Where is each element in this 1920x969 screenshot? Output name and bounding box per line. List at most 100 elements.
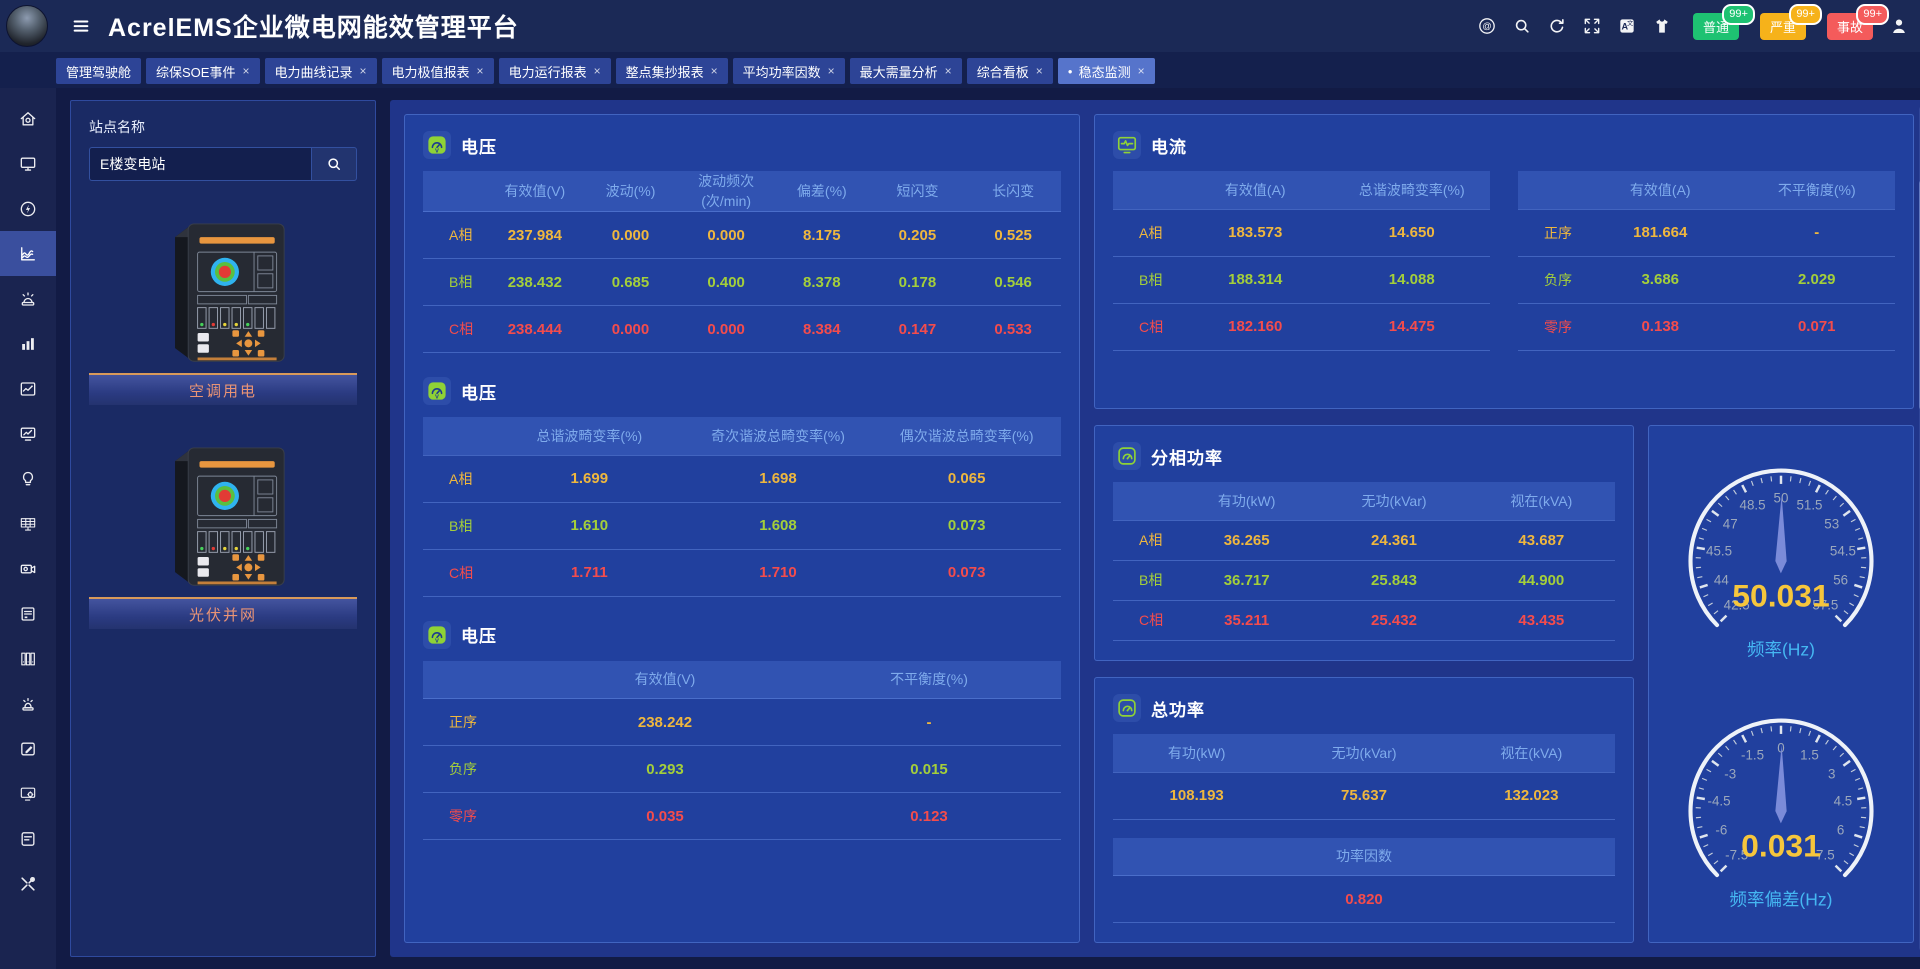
- row-label: B相: [449, 274, 473, 290]
- tab-close-icon[interactable]: ×: [944, 64, 952, 78]
- tab-close-icon[interactable]: ×: [827, 64, 835, 78]
- svg-text:-7.5: -7.5: [1725, 848, 1748, 863]
- tab-close-icon[interactable]: ×: [1137, 64, 1145, 78]
- theme-icon[interactable]: [1652, 16, 1672, 36]
- tab-item-7[interactable]: 最大需量分析 ×: [849, 58, 962, 84]
- row-label: B相: [1139, 572, 1163, 588]
- column-header: 有效值(A): [1177, 171, 1334, 209]
- tab-item-8[interactable]: 综合看板 ×: [966, 58, 1053, 84]
- fullscreen-icon[interactable]: [1582, 16, 1602, 36]
- svg-text:0.031: 0.031: [1741, 827, 1821, 863]
- cell-value: 0.533: [994, 320, 1032, 338]
- cell-value: 0.073: [947, 517, 986, 534]
- tab-item-5[interactable]: 整点集抄报表 ×: [615, 58, 728, 84]
- cell-value: 2.029: [1797, 271, 1836, 288]
- tab-label: 管理驾驶舱: [66, 64, 132, 80]
- content: 站点名称 空调用电: [0, 88, 1920, 969]
- tab-close-icon[interactable]: ×: [359, 64, 367, 78]
- search-icon[interactable]: [1512, 16, 1532, 36]
- cell-value: 1.699: [570, 470, 609, 487]
- sidebar-item-tools[interactable]: [0, 861, 56, 906]
- sidebar-item-monitor[interactable]: [0, 141, 56, 186]
- tab-close-icon[interactable]: ×: [1035, 64, 1043, 78]
- tab-item-9[interactable]: ● 稳态监测 ×: [1057, 58, 1155, 84]
- device-item-0[interactable]: 空调用电: [89, 207, 357, 405]
- cell-value: 75.637: [1341, 787, 1387, 804]
- tab-item-0[interactable]: 管理驾驶舱: [56, 58, 142, 84]
- svg-text:V: V: [435, 394, 439, 400]
- sidebar-item-monitor-gear[interactable]: [0, 771, 56, 816]
- svg-text:3: 3: [1828, 766, 1835, 781]
- station-search-button[interactable]: [311, 147, 357, 181]
- sidebar-item-card-reader[interactable]: [0, 591, 56, 636]
- tab-item-1[interactable]: 综保SOE事件 ×: [146, 58, 260, 84]
- section-title: 电流: [1151, 137, 1187, 157]
- tab-close-icon[interactable]: ×: [242, 64, 250, 78]
- table-row: C相 238.444 0.000 0.000 8.384 0.147 0.533: [423, 306, 1061, 353]
- sidebar-item-archive[interactable]: [0, 636, 56, 681]
- table-row: 零序 0.138 0.071: [1518, 303, 1895, 350]
- tab-close-icon[interactable]: ×: [710, 64, 718, 78]
- table-row: A相 237.984 0.000 0.000 8.175 0.205 0.525: [423, 212, 1061, 259]
- user-icon[interactable]: [1888, 15, 1910, 37]
- svg-text:44: 44: [1714, 573, 1729, 588]
- cell-value: 0.065: [947, 470, 986, 487]
- sidebar-item-siren[interactable]: [0, 276, 56, 321]
- menu-toggle-icon[interactable]: [70, 15, 92, 37]
- tab-close-icon[interactable]: ×: [476, 64, 484, 78]
- cell-value: 237.984: [507, 226, 562, 244]
- svg-text:A: A: [1621, 21, 1628, 31]
- tab-label: 综合看板: [976, 64, 1029, 80]
- alarm-badge-2[interactable]: 事故 99+: [1826, 3, 1889, 40]
- cell-value: 1.710: [759, 564, 797, 581]
- tab-label: 电力极值报表: [391, 64, 470, 80]
- sidebar-item-document[interactable]: [0, 816, 56, 861]
- svg-text:50.031: 50.031: [1732, 577, 1829, 613]
- device-item-1[interactable]: 光伏并网: [89, 431, 357, 629]
- refresh-icon[interactable]: [1547, 16, 1567, 36]
- tab-item-2[interactable]: 电力曲线记录 ×: [264, 58, 377, 84]
- table-row: 正序 181.664 -: [1518, 209, 1895, 256]
- column-header: [423, 417, 495, 455]
- sidebar-item-alarm-lamp[interactable]: [0, 681, 56, 726]
- cell-value: 14.650: [1388, 224, 1435, 241]
- row-label: C相: [449, 321, 474, 337]
- sidebar-item-edit[interactable]: [0, 726, 56, 771]
- tab-close-icon[interactable]: ×: [593, 64, 601, 78]
- cell-value: 238.444: [507, 320, 562, 338]
- row-label: A相: [449, 227, 473, 243]
- side-nav: [0, 88, 56, 969]
- header-actions: @ A 文 普通 99+ 严重 99+ 事故 99+: [1477, 3, 1920, 40]
- svg-text:-1.5: -1.5: [1741, 747, 1764, 762]
- avatar[interactable]: [6, 5, 48, 47]
- tab-item-6[interactable]: 平均功率因数 ×: [732, 58, 845, 84]
- cell-value: 0.685: [611, 273, 650, 291]
- sidebar-item-home[interactable]: [0, 96, 56, 141]
- tab-item-4[interactable]: 电力运行报表 ×: [498, 58, 611, 84]
- sidebar-item-bulb[interactable]: [0, 456, 56, 501]
- sidebar-item-line-chart[interactable]: [0, 366, 56, 411]
- cell-value: 108.193: [1169, 787, 1224, 804]
- total-power-table: 有功(kW) 无功(kVar) 视在(kVA) 108.193 75.637 132.02…: [1113, 734, 1615, 820]
- tab-label: 最大需量分析: [859, 64, 938, 80]
- station-search-input[interactable]: [89, 147, 311, 181]
- sidebar-item-camera[interactable]: [0, 546, 56, 591]
- sidebar-item-trend-chart[interactable]: [0, 231, 56, 276]
- cell-value: 182.160: [1228, 318, 1283, 335]
- sidebar-item-monitor-trend[interactable]: [0, 411, 56, 456]
- cell-value: 1.610: [570, 517, 609, 534]
- sidebar-item-solar-panel[interactable]: [0, 501, 56, 546]
- sidebar-item-bar-chart[interactable]: [0, 321, 56, 366]
- cell-value: -: [926, 713, 932, 731]
- sidebar-item-energy[interactable]: [0, 186, 56, 231]
- cell-value: 0.073: [947, 564, 986, 581]
- svg-text:45.5: 45.5: [1706, 543, 1732, 558]
- alarm-badge-1[interactable]: 严重 99+: [1759, 3, 1822, 40]
- cell-value: 0.293: [646, 760, 684, 778]
- at-circle-icon[interactable]: @: [1477, 16, 1497, 36]
- frequency-gauges-panel: 42.5 44 45.5 47 48.5 50 51.5 53 54.5 56 57.5 50.031…: [1648, 425, 1914, 943]
- tab-item-3[interactable]: 电力极值报表 ×: [381, 58, 494, 84]
- alarm-badge-0[interactable]: 普通 99+: [1692, 3, 1755, 40]
- table-row: C相 182.160 14.475: [1113, 303, 1490, 350]
